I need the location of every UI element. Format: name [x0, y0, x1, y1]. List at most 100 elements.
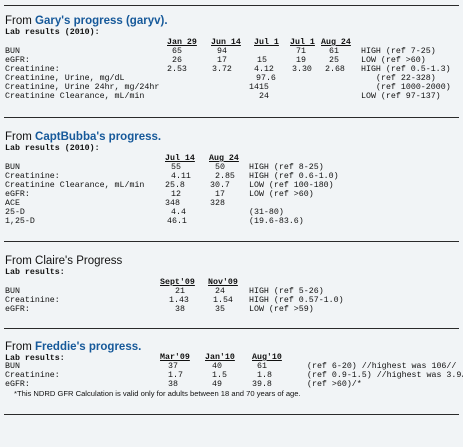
cell-value: 17	[217, 56, 227, 65]
divider	[4, 328, 459, 329]
lab-results-label: Lab results:	[5, 354, 65, 363]
section-claire: From Claire's Progress Lab results: Sept…	[5, 254, 459, 314]
row-label: ACE	[5, 199, 20, 208]
col-header: Aug'10	[252, 353, 282, 362]
progress-page: { "sections": [ { "title_prefix": "From …	[4, 5, 463, 415]
cell-value: 55	[171, 163, 181, 172]
cell-value: 39.8	[252, 380, 272, 389]
cell-value: 4.12	[254, 65, 274, 74]
cell-value: 65	[172, 47, 182, 56]
cell-value: 2.53	[167, 65, 187, 74]
reference-range: HIGH (ref 8-25)	[249, 163, 324, 172]
col-header: Jan 29	[167, 38, 197, 47]
table-row: BUN 65 94 71 61 HIGH (ref 7-25)	[5, 47, 463, 57]
reference-range: LOW (ref 100-180)	[249, 181, 334, 190]
row-label: 25-D	[5, 208, 25, 217]
row-label: Creatinine:	[5, 296, 60, 305]
cell-value: 61	[257, 362, 267, 371]
col-header: Mar'09	[160, 353, 190, 362]
table-row: Creatinine Clearance, mL/min 25.8 30.7 L…	[5, 181, 463, 191]
row-label: BUN	[5, 47, 20, 56]
reference-range: LOW (ref >60)	[361, 56, 426, 65]
header-row: Mar'09 Jan'10 Aug'10	[5, 353, 463, 363]
row-label: Creatinine:	[5, 172, 60, 181]
cell-value: 1.8	[257, 371, 272, 380]
header-row: Jan 29 Jun 14 Jul 1 Jul 1 Aug 24	[5, 38, 463, 48]
cell-value: 4.11	[171, 172, 191, 181]
reference-range: (ref >60)/*	[307, 380, 362, 389]
table-row: 25-D 4.4 (31-80)	[5, 208, 463, 218]
cell-value: 1.5	[212, 371, 227, 380]
header-row: Jul 14 Aug 24	[5, 154, 463, 164]
cell-value: 2.85	[215, 172, 235, 181]
cell-value: 30.7	[210, 181, 230, 190]
row-label: eGFR:	[5, 380, 30, 389]
cell-value: 1415	[249, 83, 269, 92]
table-row: BUN 37 40 61 (ref 6-20) //highest was 10…	[5, 362, 463, 372]
cell-value: 38	[168, 380, 178, 389]
divider	[4, 414, 459, 415]
table-row: Creatinine: 4.11 2.85 HIGH (ref 0.6-1.0)	[5, 172, 463, 182]
lab-results-label: Lab results:	[5, 268, 65, 277]
cell-value: 94	[217, 47, 227, 56]
cell-value: 26	[172, 56, 182, 65]
row-label: BUN	[5, 362, 20, 371]
cell-value: 1.43	[169, 296, 189, 305]
cell-value: 328	[210, 199, 225, 208]
reference-range: LOW (ref >59)	[249, 305, 314, 314]
reference-range: (ref 0.9-1.5) //highest was 3.9//	[307, 371, 463, 380]
table-row: Creatinine, Urine, mg/dL 97.6 (ref 22-32…	[5, 74, 463, 84]
section-captbubba: From CaptBubba's progress. Lab results (…	[5, 130, 459, 226]
cell-value: 21	[175, 287, 185, 296]
cell-value: 24	[215, 287, 225, 296]
divider	[4, 5, 459, 6]
col-header: Jun 14	[211, 38, 241, 47]
table-row: Creatinine: 1.43 1.54 HIGH (ref 0.57-1.0…	[5, 296, 463, 306]
title-prefix: From Claire's Progress	[5, 255, 123, 267]
reference-range: (ref 1000-2000)	[376, 83, 451, 92]
table-row: eGFR: 38 49 39.8 (ref >60)/*	[5, 380, 463, 390]
table-row: Creatinine Clearance, mL/min 24 LOW (ref…	[5, 92, 463, 102]
title-prefix: From	[5, 15, 36, 27]
cell-value: 71	[296, 47, 306, 56]
row-label: Creatinine:	[5, 65, 60, 74]
table-row: 1,25-D 46.1 (19.6-83.6)	[5, 217, 463, 227]
col-header: Jul 14	[165, 154, 195, 163]
section-freddie: From Freddie's progress. Lab results: Ma…	[5, 340, 463, 398]
table-row: eGFR: 38 35 LOW (ref >59)	[5, 305, 463, 315]
cell-value: 97.6	[256, 74, 276, 83]
section-title: From Gary's progress (garyv).	[5, 14, 459, 28]
section-gary: From Gary's progress (garyv). Lab result…	[5, 14, 459, 101]
header-row: Sept'09 Nov'09	[5, 278, 463, 288]
reference-range: LOW (ref 97-137)	[361, 92, 441, 101]
reference-range: (ref 6-20) //highest was 106//	[307, 362, 457, 371]
cell-value: 49	[212, 380, 222, 389]
cell-value: 1.7	[168, 371, 183, 380]
reference-range: HIGH (ref 7-25)	[361, 47, 436, 56]
row-label: 1,25-D	[5, 217, 35, 226]
table-row: ACE 348 328	[5, 199, 463, 209]
cell-value: 4.4	[171, 208, 186, 217]
section-title: From Freddie's progress.	[5, 340, 459, 354]
row-label: Creatinine, Urine 24hr, mg/24hr	[5, 83, 160, 92]
cell-value: 40	[212, 362, 222, 371]
section-title: From CaptBubba's progress.	[5, 130, 459, 144]
row-label: Creatinine Clearance, mL/min	[5, 92, 145, 101]
table-row: BUN 55 50 HIGH (ref 8-25)	[5, 163, 463, 173]
table-row: BUN 21 24 HIGH (ref 5-26)	[5, 287, 463, 297]
cell-value: 25	[329, 56, 339, 65]
cell-value: 348	[165, 199, 180, 208]
table-row: Creatinine: 1.7 1.5 1.8 (ref 0.9-1.5) //…	[5, 371, 463, 381]
reference-range: HIGH (ref 0.5-1.3)	[361, 65, 451, 74]
reference-range: HIGH (ref 5-26)	[249, 287, 324, 296]
cell-value: 12	[171, 190, 181, 199]
title-name: Gary's progress (garyv).	[35, 15, 168, 27]
cell-value: 3.30	[292, 65, 312, 74]
cell-value: 50	[215, 163, 225, 172]
reference-range: HIGH (ref 0.6-1.0)	[249, 172, 339, 181]
row-label: BUN	[5, 287, 20, 296]
title-name: CaptBubba's progress.	[35, 131, 162, 143]
title-prefix: From	[5, 341, 36, 353]
cell-value: 2.68	[325, 65, 345, 74]
col-header: Sept'09	[160, 278, 195, 287]
